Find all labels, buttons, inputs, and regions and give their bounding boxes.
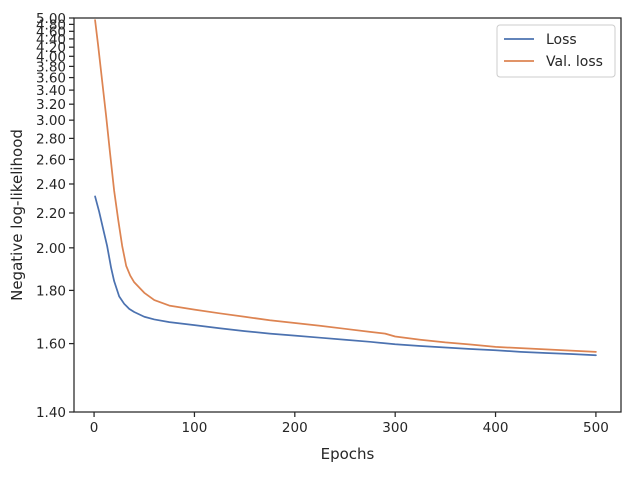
y-tick-label: 3.20: [36, 97, 66, 113]
legend-label-loss: Loss: [546, 32, 577, 48]
legend-label-val-loss: Val. loss: [546, 54, 603, 70]
plot-frame: [73, 17, 622, 413]
series-layer: [94, 19, 597, 357]
y-tick-label: 1.40: [36, 405, 66, 421]
x-axis-ticks: 0 100 200 300 400 500: [90, 412, 609, 436]
y-tick-label: 4.40: [36, 32, 66, 48]
y-tick-label: 4.60: [36, 24, 66, 40]
x-tick-label: 300: [382, 420, 408, 436]
legend-box: [496, 24, 616, 78]
y-tick-label: 1.80: [36, 283, 66, 299]
y-axis-ticks: 1.40 1.60 1.80 2.00 2.20 2.40 2.60 2.80 3.003.20…: [36, 11, 74, 421]
legend: Loss Val. loss: [496, 24, 616, 78]
y-tick-label: 3.00: [36, 113, 66, 129]
y-tick-label: 4.80: [36, 17, 66, 33]
y-tick-label: 2.20: [36, 206, 66, 222]
x-axis-label: Epochs: [321, 445, 375, 463]
y-tick-label: 5.00: [36, 11, 66, 27]
x-tick-label: 200: [282, 420, 308, 436]
y-axis-label: Negative log-likelihood: [8, 129, 26, 301]
y-tick-label: 3.40: [36, 83, 66, 99]
x-tick-label: 100: [182, 420, 208, 436]
y-tick-label: 2.60: [36, 152, 66, 168]
y-tick-label: 4.20: [36, 40, 66, 56]
y-tick-label: 3.60: [36, 71, 66, 87]
y-tick-label: 2.80: [36, 131, 66, 147]
y-tick-label: 3.80: [36, 59, 66, 75]
x-tick-label: 400: [483, 420, 509, 436]
series-line-loss: [94, 195, 597, 357]
y-tick-label: 2.00: [36, 241, 66, 257]
x-tick-label: 500: [583, 420, 609, 436]
y-tick-label: 4.00: [36, 49, 66, 65]
x-tick-label: 0: [90, 420, 99, 436]
series-line-val-loss: [94, 19, 597, 353]
y-tick-label: 2.40: [36, 177, 66, 193]
y-tick-label: 1.60: [36, 337, 66, 353]
